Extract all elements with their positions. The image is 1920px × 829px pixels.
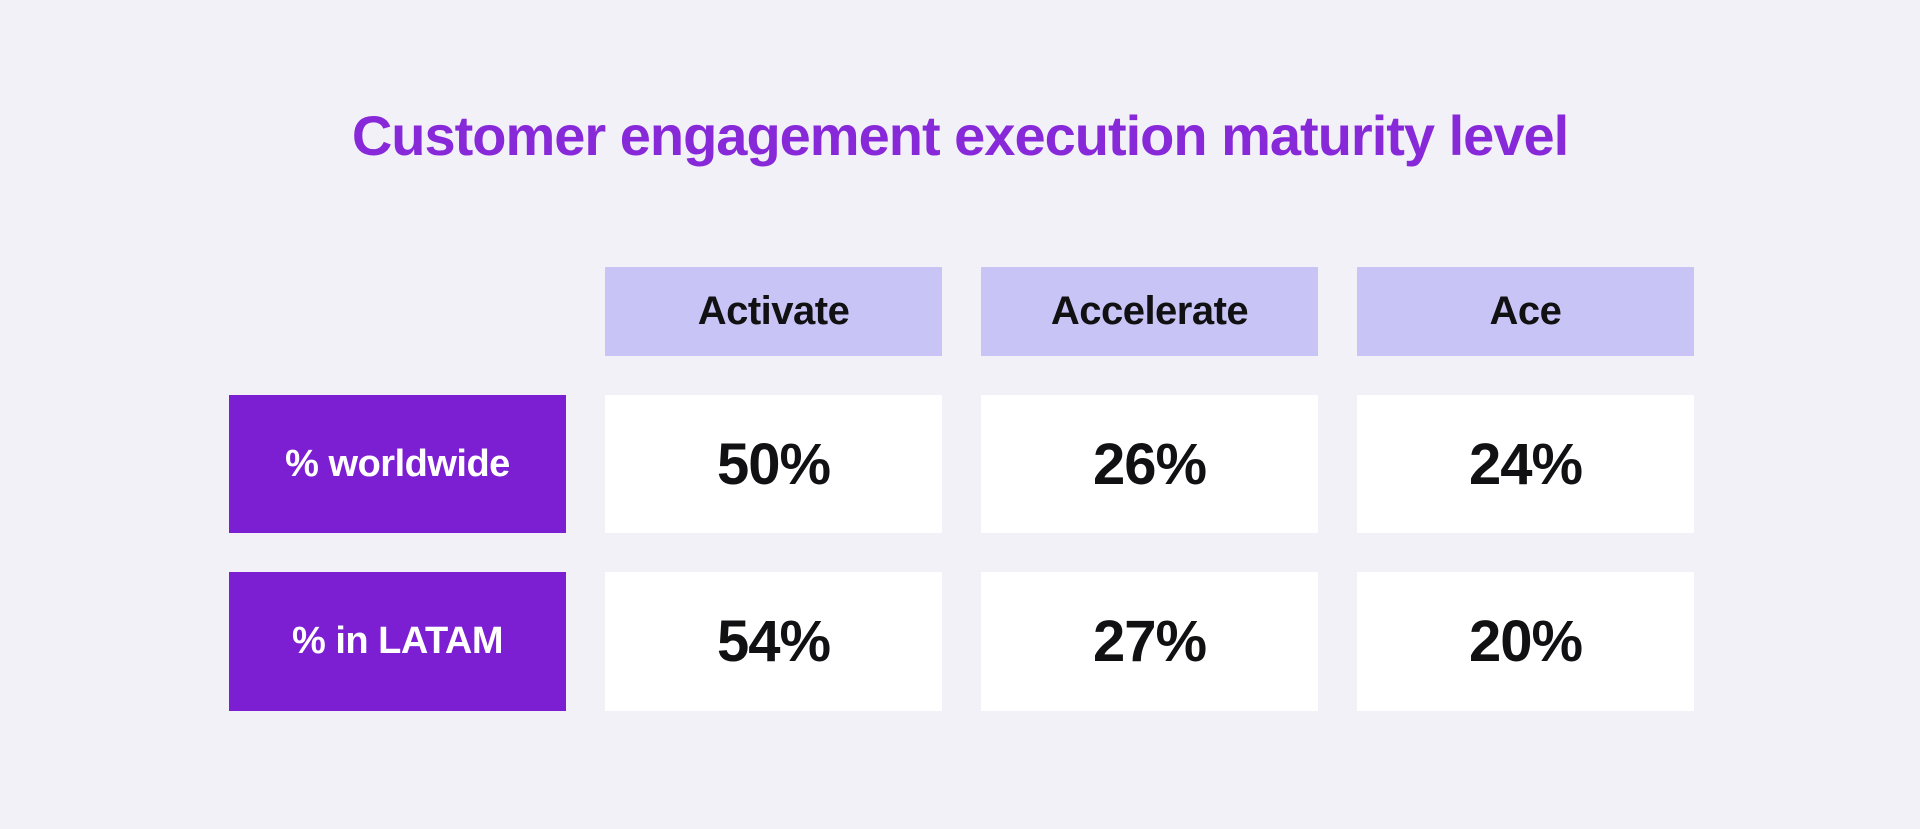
value-worldwide-activate: 50% [605,395,942,533]
table-corner-spacer [229,267,566,356]
column-header-activate: Activate [605,267,942,356]
row-label-latam: % in LATAM [229,572,566,711]
chart-title: Customer engagement execution maturity l… [351,104,1569,167]
value-worldwide-accelerate: 26% [981,395,1318,533]
column-header-accelerate: Accelerate [981,267,1318,356]
row-label-worldwide: % worldwide [229,395,566,533]
value-latam-activate: 54% [605,572,942,711]
column-header-ace: Ace [1357,267,1694,356]
value-latam-ace: 20% [1357,572,1694,711]
maturity-table: Activate Accelerate Ace % worldwide 50% … [229,267,1694,711]
value-latam-accelerate: 27% [981,572,1318,711]
value-worldwide-ace: 24% [1357,395,1694,533]
